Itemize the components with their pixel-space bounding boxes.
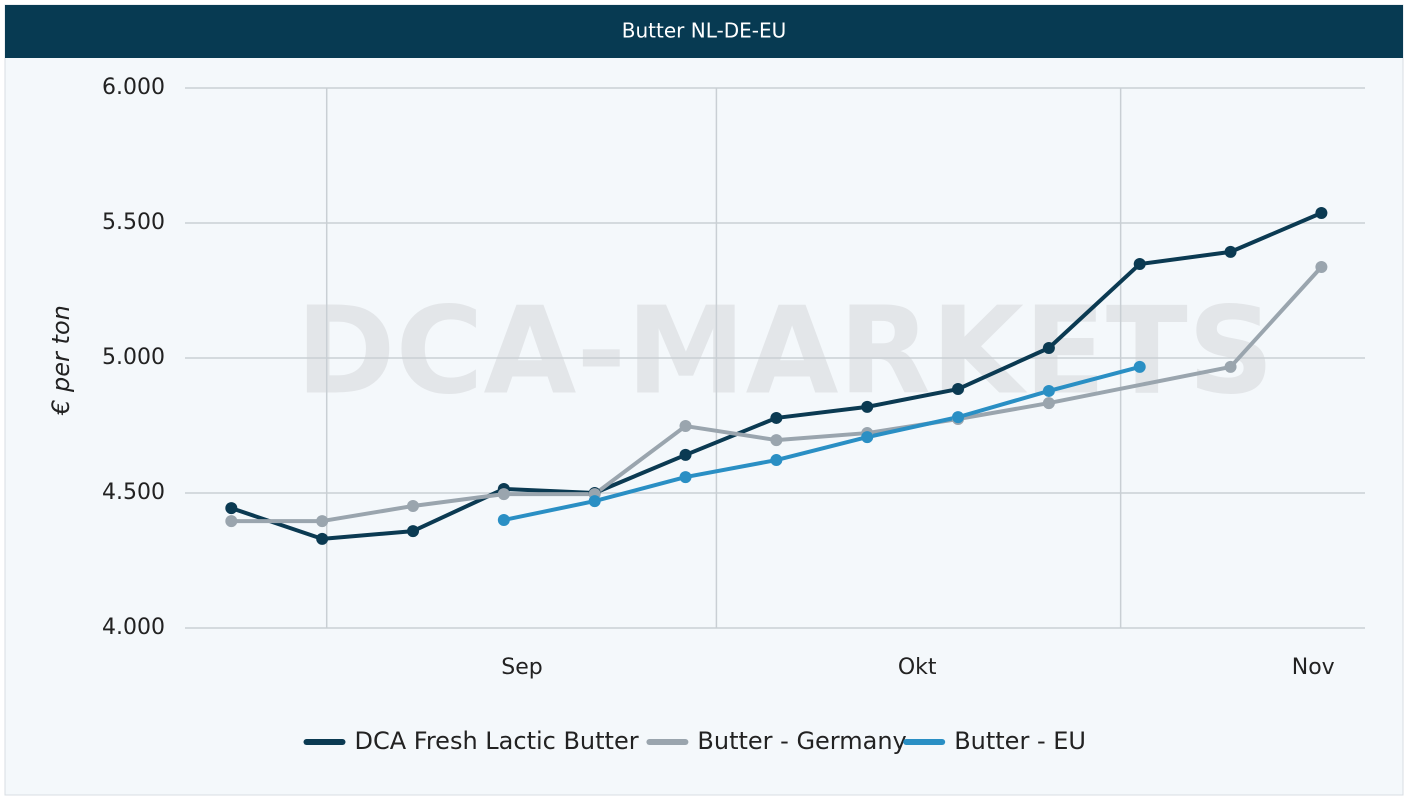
data-point	[952, 383, 965, 396]
chart-title: Butter NL-DE-EU	[622, 19, 786, 43]
data-point	[861, 400, 874, 413]
data-point	[316, 532, 329, 545]
y-tick-label: 4.500	[102, 480, 165, 505]
data-point	[1133, 258, 1146, 271]
data-point	[861, 431, 874, 444]
y-tick-label: 4.000	[102, 615, 165, 640]
data-point	[1224, 245, 1237, 258]
data-point	[770, 454, 783, 467]
x-tick-label: Okt	[898, 655, 937, 680]
y-axis-label: € per ton	[47, 305, 75, 416]
data-point	[225, 515, 238, 528]
y-tick-label: 5.000	[102, 345, 165, 370]
data-point	[588, 495, 601, 508]
legend-label: Butter - EU	[954, 727, 1086, 755]
data-point	[952, 411, 965, 424]
data-point	[1315, 207, 1328, 220]
watermark: DCA-MARKETS	[296, 283, 1274, 422]
data-point	[770, 434, 783, 447]
x-tick-label: Sep	[501, 655, 542, 680]
data-point	[1042, 384, 1055, 397]
data-point	[497, 514, 510, 526]
data-point	[407, 499, 420, 512]
data-point	[679, 420, 692, 433]
data-point	[497, 488, 510, 501]
data-point	[679, 448, 692, 461]
legend-label: Butter - Germany	[697, 727, 906, 755]
data-point	[1315, 261, 1328, 274]
series-line	[503, 364, 1141, 522]
header	[5, 5, 1403, 58]
data-point	[770, 411, 783, 424]
y-tick-label: 5.500	[102, 210, 165, 235]
y-tick-label: 6.000	[102, 75, 165, 100]
legend-label: DCA Fresh Lactic Butter	[355, 727, 639, 755]
data-point	[679, 471, 692, 484]
data-point	[1042, 342, 1055, 355]
x-tick-label: Nov	[1292, 655, 1335, 680]
data-point	[1133, 360, 1146, 373]
data-point	[1042, 397, 1055, 410]
data-point	[407, 525, 420, 538]
series-line	[231, 265, 1323, 524]
data-point	[225, 502, 238, 515]
data-point	[1224, 360, 1237, 373]
data-point	[316, 515, 329, 528]
panel	[4, 4, 1404, 796]
